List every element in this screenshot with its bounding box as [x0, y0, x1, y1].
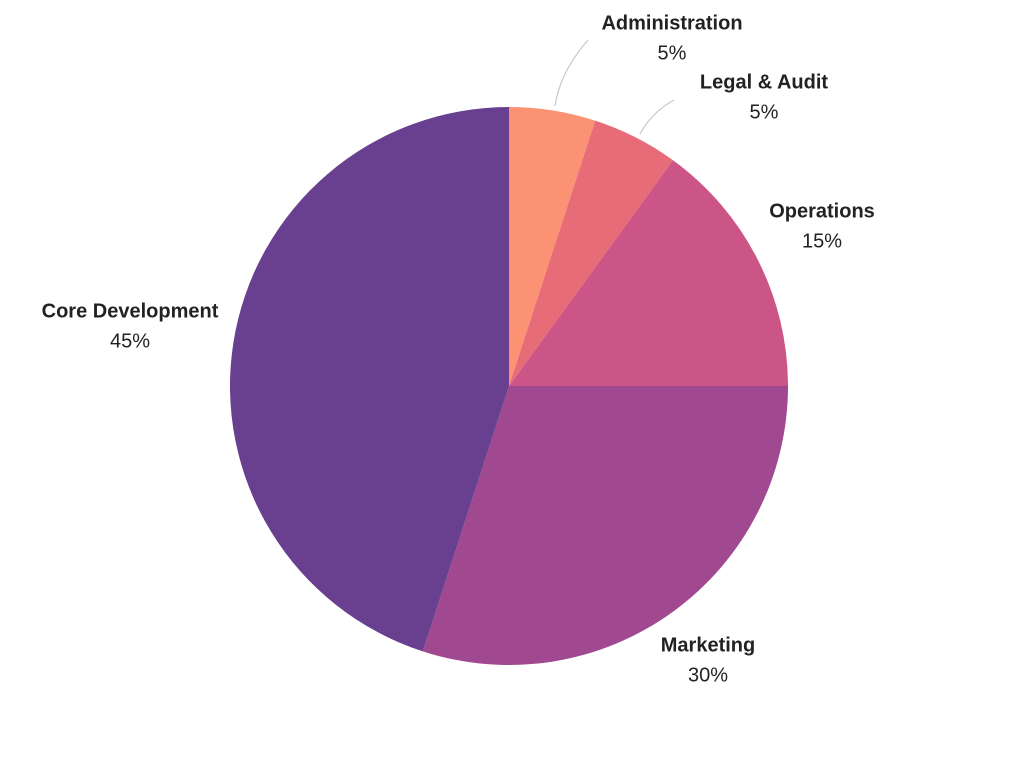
pie-slices: [229, 106, 788, 666]
slice-value-operations: 15%: [802, 230, 842, 252]
slice-value-administration: 5%: [658, 42, 687, 64]
slice-label-core-development: Core Development: [42, 300, 219, 322]
slice-value-legal-and-audit: 5%: [750, 101, 779, 123]
slice-label-operations: Operations: [769, 200, 875, 222]
pie-slice-administration: [509, 107, 596, 386]
leader-line-administration: [554, 39, 589, 107]
slice-label-legal-and-audit: Legal & Audit: [700, 71, 828, 93]
slice-value-marketing: 30%: [688, 664, 728, 686]
leader-line-legal-and-audit: [639, 99, 675, 135]
pie-slice-operations: [509, 160, 788, 386]
pie-slice-marketing: [422, 386, 788, 666]
slice-label-administration: Administration: [601, 12, 742, 34]
pie-slice-legal-and-audit: [509, 120, 673, 386]
pie-slice-core-development: [229, 106, 509, 652]
slice-label-marketing: Marketing: [661, 634, 755, 656]
leader-lines: [554, 39, 675, 135]
slice-labels: Administration 5% Legal & Audit 5% Operation…: [42, 12, 875, 686]
slice-value-core-development: 45%: [110, 330, 150, 352]
